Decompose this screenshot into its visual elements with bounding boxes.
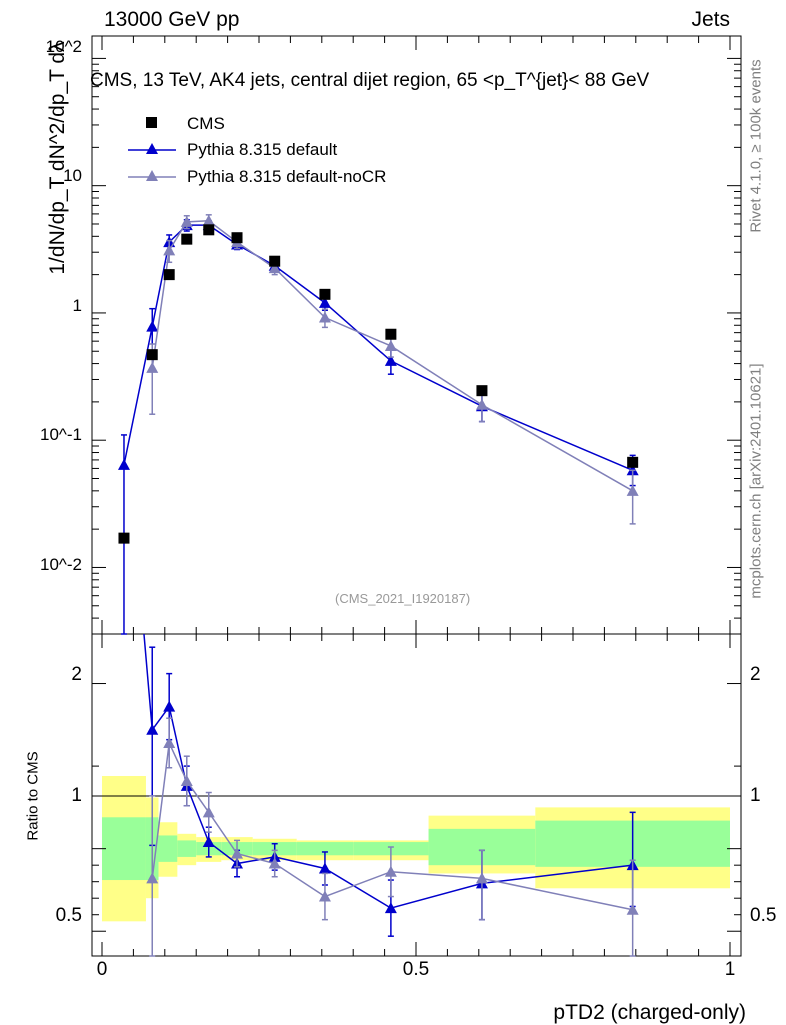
x-tick-label-0.5: 0.5 bbox=[402, 959, 430, 980]
main-point-cms bbox=[118, 532, 130, 544]
main-point-cms bbox=[476, 385, 488, 397]
main-point-cms bbox=[319, 288, 331, 300]
category-label: Jets bbox=[691, 8, 730, 31]
main-point-cms bbox=[163, 269, 175, 281]
main-point-cms bbox=[385, 328, 397, 340]
main-point-cms bbox=[203, 224, 215, 236]
main-point-nocr bbox=[146, 361, 159, 373]
legend-nocr-label: Pythia 8.315 default-noCR bbox=[187, 167, 387, 186]
main-point-nocr bbox=[180, 215, 193, 227]
ratio-uncertainty-bands bbox=[102, 776, 730, 922]
ratio-point-nocr bbox=[202, 806, 215, 818]
legend-nocr-marker bbox=[146, 170, 158, 181]
chart-title: CMS, 13 TeV, AK4 jets, central dijet reg… bbox=[90, 70, 650, 91]
main-y-axis-label: 1/dN/dp_T dN^2/dp_T dλ bbox=[46, 41, 69, 275]
legend-cms-marker bbox=[146, 117, 157, 128]
legend bbox=[128, 117, 176, 181]
ratio-point-nocr bbox=[231, 847, 244, 859]
band-inner-bin bbox=[158, 835, 178, 862]
main-point-nocr bbox=[202, 214, 215, 226]
ratio-point-nocr bbox=[475, 872, 488, 884]
band-inner-bin bbox=[296, 842, 354, 856]
ratio-point-nocr bbox=[318, 890, 331, 902]
legend-default-marker bbox=[146, 143, 158, 154]
ratio-point-nocr bbox=[180, 774, 193, 786]
main-point-nocr bbox=[626, 484, 639, 496]
ratio-y-axis-label: Ratio to CMS bbox=[24, 751, 42, 841]
energy-label: 13000 GeV pp bbox=[104, 8, 240, 31]
main-point-cms bbox=[231, 232, 243, 244]
rivet-info: Rivet 4.1.0, ≥ 100k events bbox=[747, 59, 765, 233]
x-tick-label-0: 0 bbox=[96, 959, 108, 980]
main-point-cms bbox=[627, 456, 639, 468]
ratio-tick-label-0.5: 0.5 bbox=[55, 905, 82, 926]
ratio-point-default bbox=[146, 723, 159, 735]
main-point-nocr bbox=[318, 311, 331, 323]
main-point-default bbox=[117, 458, 130, 470]
y-tick-label-1e-1: 10^-1 bbox=[39, 425, 82, 444]
ratio-line-nocr bbox=[151, 740, 633, 911]
axis-ticks bbox=[92, 36, 741, 956]
ratio-tick-label-right-2: 2 bbox=[750, 664, 761, 685]
ratio-point-nocr bbox=[626, 903, 639, 915]
main-point-cms bbox=[269, 255, 281, 267]
ratio-point-nocr bbox=[163, 736, 176, 748]
main-point-nocr bbox=[475, 398, 488, 410]
main-point-nocr bbox=[384, 339, 397, 351]
main-line-default bbox=[123, 224, 633, 471]
analysis-id: (CMS_2021_I1920187) bbox=[335, 591, 471, 606]
main-point-nocr bbox=[163, 244, 176, 256]
ratio-tick-label-right-1: 1 bbox=[750, 785, 761, 806]
main-point-default bbox=[318, 296, 331, 308]
ratio-point-nocr bbox=[384, 865, 397, 877]
ratio-point-nocr bbox=[146, 872, 159, 884]
ratio-tick-label-1: 1 bbox=[71, 785, 82, 806]
data-series bbox=[117, 214, 639, 957]
site-info: mcplots.cern.ch [arXiv:2401.10621] bbox=[747, 363, 765, 599]
x-tick-label-1: 1 bbox=[724, 959, 736, 980]
main-point-default bbox=[146, 320, 159, 332]
ratio-point-nocr bbox=[268, 857, 281, 869]
main-line-nocr bbox=[151, 219, 634, 492]
ratio-panel-frame bbox=[91, 633, 742, 957]
y-tick-label-10: 10 bbox=[63, 166, 82, 185]
legend-default-label: Pythia 8.315 default bbox=[187, 140, 338, 159]
ratio-point-default bbox=[202, 836, 215, 848]
ratio-point-default bbox=[318, 862, 331, 874]
band-inner-bin bbox=[177, 840, 197, 857]
ratio-tick-label-2: 2 bbox=[71, 664, 82, 685]
ratio-point-default bbox=[163, 700, 176, 712]
x-axis-label: pTD2 (charged-only) bbox=[553, 1001, 746, 1024]
y-tick-label-1: 1 bbox=[72, 296, 82, 315]
band-inner-bin bbox=[102, 817, 146, 881]
main-point-cms bbox=[181, 233, 193, 245]
ratio-point-default bbox=[384, 902, 397, 914]
ratio-tick-label-right-0.5: 0.5 bbox=[750, 905, 777, 926]
main-point-nocr bbox=[268, 262, 281, 274]
main-point-cms bbox=[146, 349, 158, 361]
y-tick-label-100: 10^2 bbox=[45, 37, 82, 56]
y-tick-label-1e-2: 10^-2 bbox=[39, 555, 82, 574]
main-point-default bbox=[384, 354, 397, 366]
legend-cms-label: CMS bbox=[187, 114, 225, 133]
